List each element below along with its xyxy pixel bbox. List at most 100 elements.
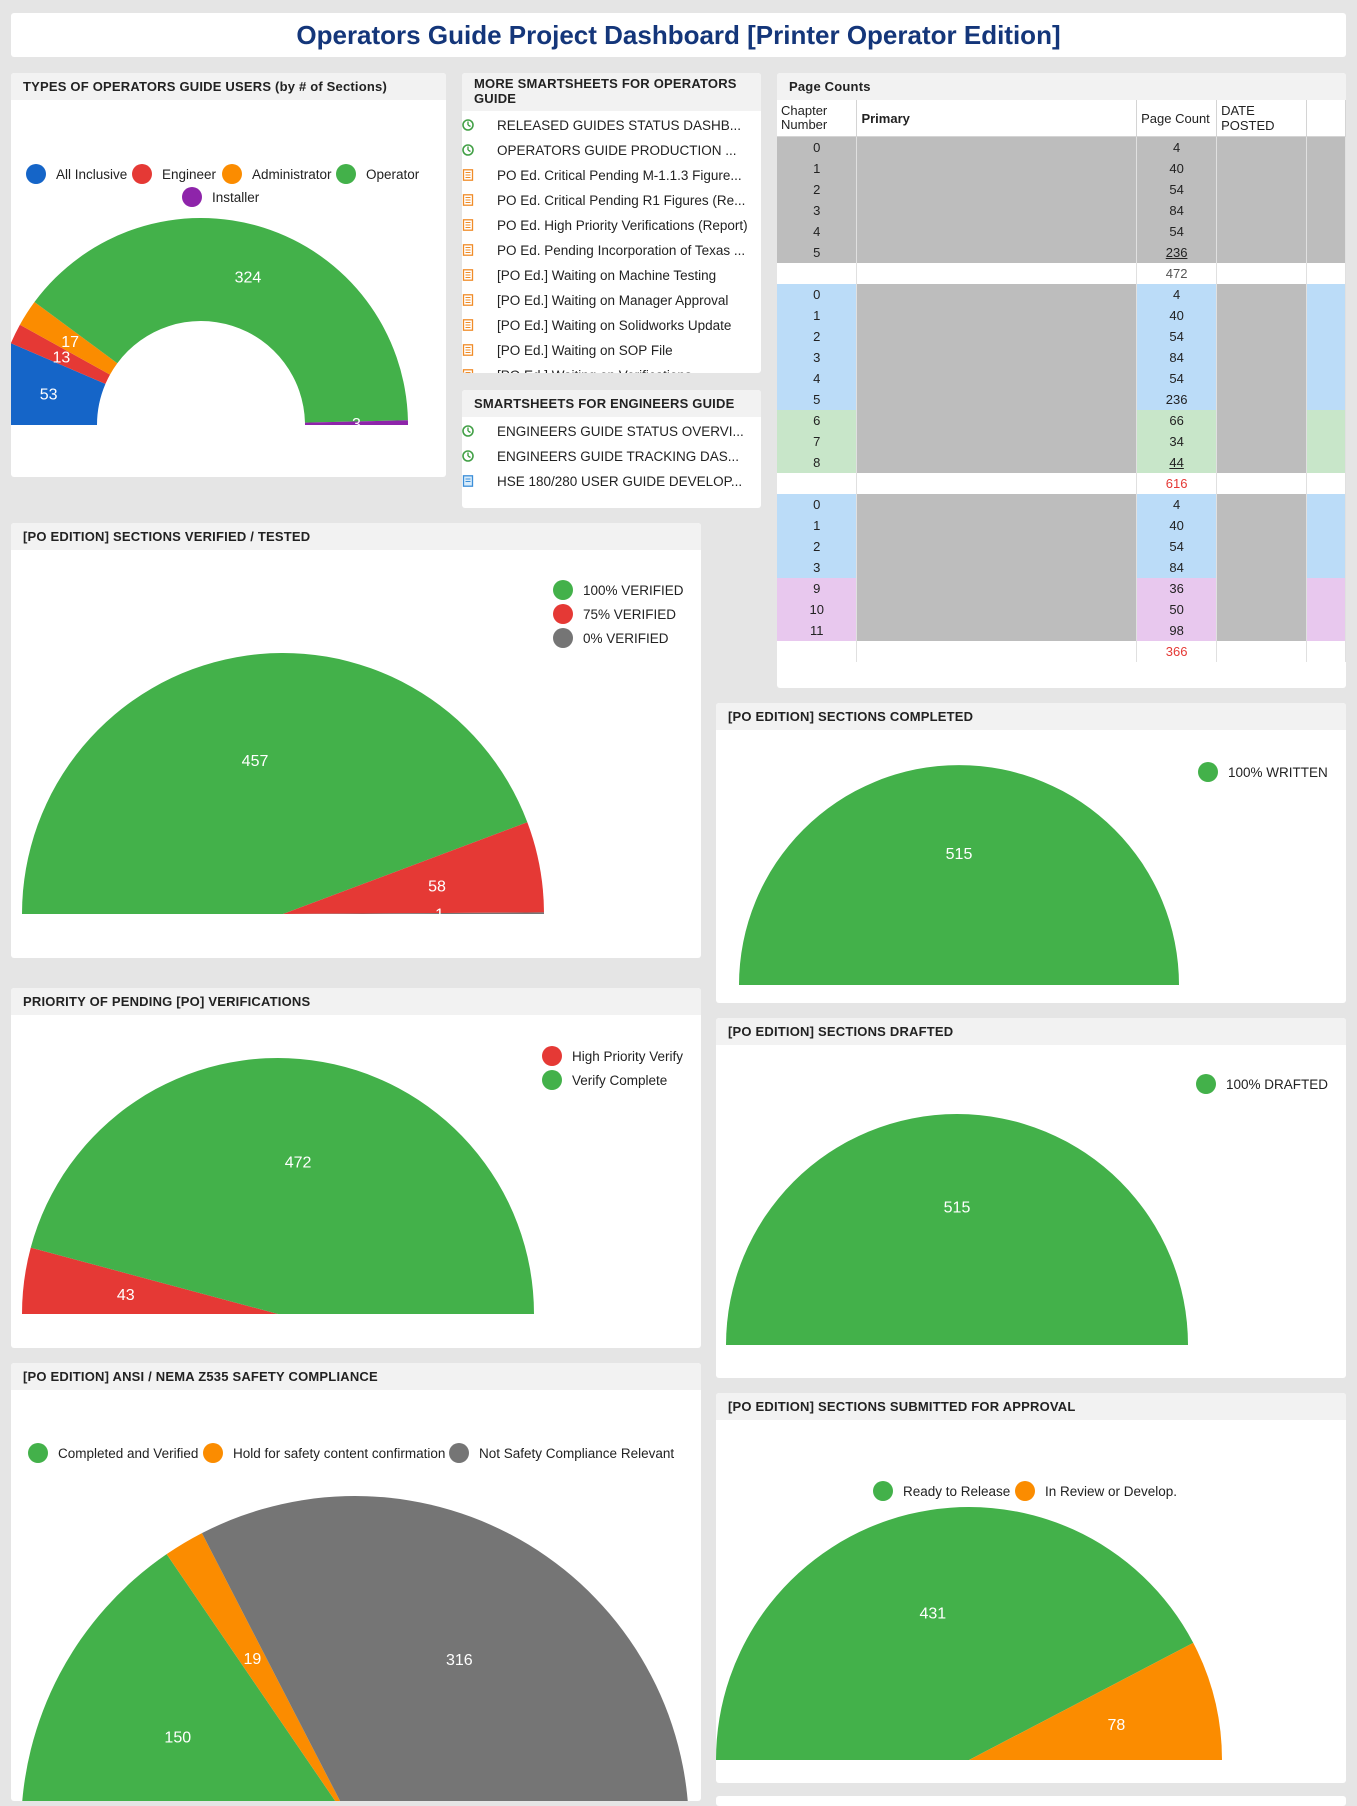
- table-row[interactable]: 2 54: [777, 179, 1346, 200]
- cell-date-posted[interactable]: [1216, 599, 1308, 620]
- cell-date-posted[interactable]: [1216, 578, 1308, 599]
- table-row[interactable]: 5 236: [777, 242, 1346, 263]
- cell-page-count[interactable]: 54: [1136, 221, 1218, 242]
- table-row[interactable]: 4 54: [777, 368, 1346, 389]
- cell-chapter[interactable]: 3: [777, 347, 858, 368]
- cell-primary[interactable]: [856, 158, 1138, 179]
- legend-item-not-safety-compliance-relevant[interactable]: Not Safety Compliance Relevant: [449, 1443, 674, 1463]
- slice-ready-to-release[interactable]: [716, 1507, 1194, 1760]
- cell-date-posted[interactable]: [1216, 200, 1308, 221]
- shortcut-po-ed-waiting-on-verifications[interactable]: [PO Ed.] Waiting on Verifications: [462, 363, 753, 373]
- cell-chapter[interactable]: 10: [777, 599, 858, 620]
- legend-item-completed-and-verified[interactable]: Completed and Verified: [28, 1443, 198, 1463]
- slice-100-written[interactable]: [739, 765, 1179, 985]
- cell-page-count[interactable]: 616: [1136, 473, 1218, 494]
- legend-item-100-drafted[interactable]: 100% DRAFTED: [1196, 1074, 1328, 1094]
- cell-primary[interactable]: [856, 515, 1138, 536]
- column-header-date-posted[interactable]: DATE POSTED: [1216, 100, 1308, 137]
- cell-page-count[interactable]: 4: [1136, 136, 1218, 158]
- cell-date-posted[interactable]: [1216, 410, 1308, 431]
- cell-primary[interactable]: [856, 242, 1138, 263]
- cell-primary[interactable]: [856, 536, 1138, 557]
- cell-date-posted[interactable]: [1216, 473, 1308, 494]
- cell-page-count[interactable]: 54: [1136, 536, 1218, 557]
- cell-chapter[interactable]: 3: [777, 557, 858, 578]
- cell-chapter[interactable]: 6: [777, 410, 858, 431]
- cell-primary[interactable]: [856, 494, 1138, 515]
- cell-chapter[interactable]: [777, 641, 858, 662]
- cell-primary[interactable]: [856, 431, 1138, 452]
- cell-chapter[interactable]: 0: [777, 136, 858, 158]
- cell-chapter[interactable]: 1: [777, 305, 858, 326]
- cell-page-count[interactable]: 236: [1136, 389, 1218, 410]
- cell-date-posted[interactable]: [1216, 536, 1308, 557]
- cell-date-posted[interactable]: [1216, 242, 1308, 263]
- cell-primary[interactable]: [856, 136, 1138, 158]
- table-row[interactable]: 9 36: [777, 578, 1346, 599]
- cell-page-count[interactable]: 472: [1136, 263, 1218, 284]
- table-row[interactable]: 3 84: [777, 557, 1346, 578]
- shortcut-po-ed-waiting-on-machine-testing[interactable]: [PO Ed.] Waiting on Machine Testing: [462, 263, 753, 288]
- legend-item-verify-complete[interactable]: Verify Complete: [542, 1070, 667, 1090]
- table-total-row[interactable]: 616: [777, 473, 1346, 494]
- cell-page-count[interactable]: 40: [1136, 305, 1218, 326]
- legend-item-100-verified[interactable]: 100% VERIFIED: [553, 580, 684, 600]
- table-row[interactable]: 1 40: [777, 305, 1346, 326]
- cell-primary[interactable]: [856, 641, 1138, 662]
- cell-chapter[interactable]: 4: [777, 368, 858, 389]
- table-row[interactable]: 8 44: [777, 452, 1346, 473]
- cell-page-count[interactable]: 4: [1136, 494, 1218, 515]
- cell-page-count[interactable]: 40: [1136, 515, 1218, 536]
- table-row[interactable]: 1 40: [777, 158, 1346, 179]
- legend-item-ready-to-release[interactable]: Ready to Release: [873, 1481, 1010, 1501]
- slice-installer[interactable]: [304, 420, 408, 425]
- legend-item-in-review-or-develop[interactable]: In Review or Develop.: [1015, 1481, 1177, 1501]
- cell-chapter[interactable]: 2: [777, 179, 858, 200]
- slice-high-priority-verify[interactable]: [22, 1247, 278, 1314]
- cell-date-posted[interactable]: [1216, 389, 1308, 410]
- slice-completed-and-verified[interactable]: [21, 1554, 355, 1801]
- cell-date-posted[interactable]: [1216, 431, 1308, 452]
- legend-item-all-inclusive[interactable]: All Inclusive: [26, 164, 127, 184]
- cell-date-posted[interactable]: [1216, 221, 1308, 242]
- cell-page-count[interactable]: 84: [1136, 347, 1218, 368]
- slice-administrator[interactable]: [19, 302, 118, 375]
- shortcut-engineers-guide-status-overvi[interactable]: ENGINEERS GUIDE STATUS OVERVI...: [462, 419, 753, 444]
- cell-chapter[interactable]: 2: [777, 326, 858, 347]
- cell-chapter[interactable]: 3: [777, 200, 858, 221]
- cell-page-count[interactable]: 236: [1136, 242, 1218, 263]
- cell-date-posted[interactable]: [1216, 326, 1308, 347]
- legend-item-75-verified[interactable]: 75% VERIFIED: [553, 604, 676, 624]
- legend-item-high-priority-verify[interactable]: High Priority Verify: [542, 1046, 683, 1066]
- cell-chapter[interactable]: 5: [777, 389, 858, 410]
- shortcut-po-ed-critical-pending-r1-figures-re[interactable]: PO Ed. Critical Pending R1 Figures (Re..…: [462, 188, 753, 213]
- legend-item-100-written[interactable]: 100% WRITTEN: [1198, 762, 1328, 782]
- cell-primary[interactable]: [856, 284, 1138, 305]
- cell-primary[interactable]: [856, 452, 1138, 473]
- legend-item-administrator[interactable]: Administrator: [222, 164, 332, 184]
- cell-page-count[interactable]: 54: [1136, 368, 1218, 389]
- legend-item-0-verified[interactable]: 0% VERIFIED: [553, 628, 669, 648]
- shortcut-po-ed-waiting-on-sop-file[interactable]: [PO Ed.] Waiting on SOP File: [462, 338, 753, 363]
- cell-page-count[interactable]: 54: [1136, 179, 1218, 200]
- shortcut-po-ed-critical-pending-m-1-1-3-figure[interactable]: PO Ed. Critical Pending M-1.1.3 Figure..…: [462, 163, 753, 188]
- table-row[interactable]: 5 236: [777, 389, 1346, 410]
- table-row[interactable]: 10 50: [777, 599, 1346, 620]
- cell-page-count[interactable]: 40: [1136, 158, 1218, 179]
- cell-date-posted[interactable]: [1216, 284, 1308, 305]
- cell-primary[interactable]: [856, 326, 1138, 347]
- cell-chapter[interactable]: 4: [777, 221, 858, 242]
- cell-date-posted[interactable]: [1216, 263, 1308, 284]
- cell-primary[interactable]: [856, 263, 1138, 284]
- cell-primary[interactable]: [856, 368, 1138, 389]
- cell-page-count[interactable]: 4: [1136, 284, 1218, 305]
- legend-item-hold-for-safety-content-confirmation[interactable]: Hold for safety content confirmation: [203, 1443, 445, 1463]
- cell-page-count[interactable]: 44: [1136, 452, 1218, 473]
- shortcut-released-guides-status-dashb[interactable]: RELEASED GUIDES STATUS DASHB...: [462, 113, 753, 138]
- table-row[interactable]: 2 54: [777, 326, 1346, 347]
- table-row[interactable]: 3 84: [777, 347, 1346, 368]
- table-row[interactable]: 1 40: [777, 515, 1346, 536]
- shortcut-po-ed-waiting-on-solidworks-update[interactable]: [PO Ed.] Waiting on Solidworks Update: [462, 313, 753, 338]
